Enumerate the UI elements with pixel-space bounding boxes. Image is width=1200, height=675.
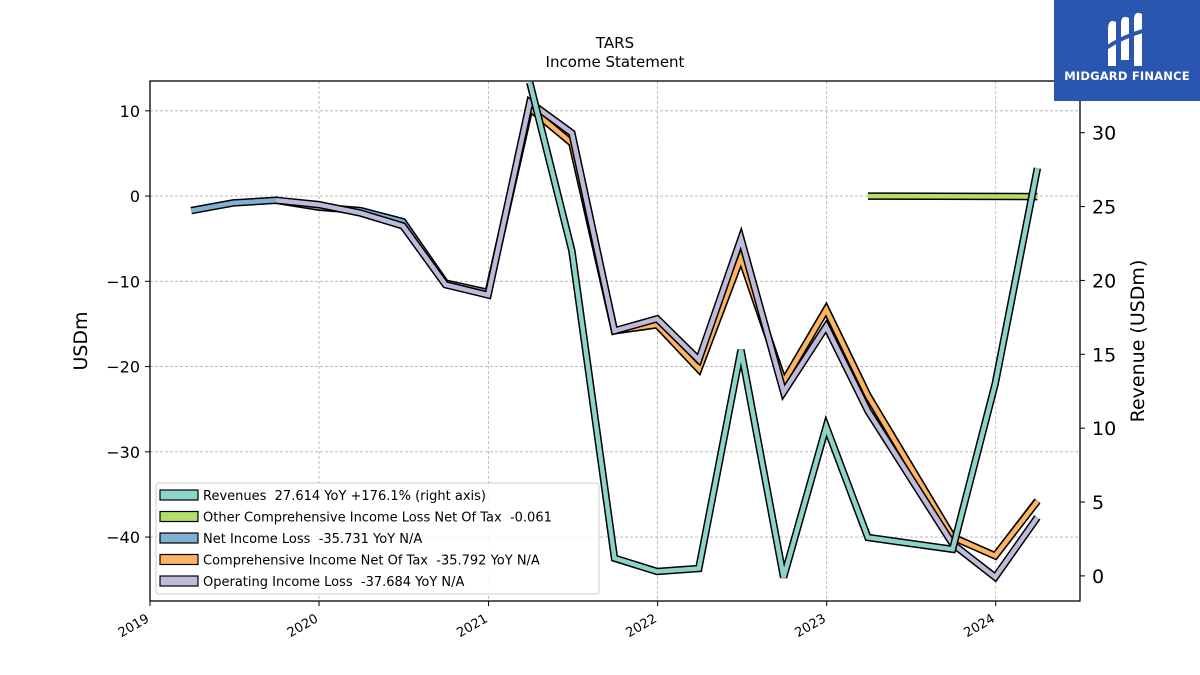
plot-frame — [149, 80, 1081, 602]
legend-swatch — [159, 510, 199, 523]
y-axis-label: USDm — [70, 311, 92, 370]
x-tick-label: 2023 — [792, 611, 828, 641]
chart-title: TARS — [595, 34, 634, 52]
legend-swatch — [159, 575, 199, 587]
chart-subtitle: Income Statement — [546, 53, 685, 71]
y-tick-label: 10 — [120, 102, 140, 121]
logo-text: MIDGARD FINANCE — [1064, 69, 1190, 83]
legend-label: Comprehensive Income Net Of Tax -35.792 … — [203, 554, 540, 569]
y-tick-label: 0 — [130, 187, 140, 206]
legend-swatch — [159, 489, 199, 501]
legend-frame — [155, 482, 600, 595]
brand-logo: MIDGARD FINANCE — [1054, 0, 1200, 101]
legend-label: Operating Income Loss -37.684 YoY N/A — [203, 575, 465, 590]
y-axis-right-label: Revenue (USDm) — [1127, 260, 1149, 423]
series-layer — [190, 81, 1042, 583]
y-right-tick-label: 0 — [1092, 566, 1104, 588]
logo-mark-icon — [1104, 12, 1147, 66]
legend-swatch — [159, 553, 199, 566]
x-tick-label: 2020 — [285, 611, 321, 641]
y-tick-label: −10 — [106, 272, 140, 291]
series-stroke — [867, 193, 1038, 199]
series-1-line — [867, 192, 1038, 201]
legend-label: Net Income Loss -35.731 YoY N/A — [203, 532, 422, 547]
x-tick-label: 2021 — [454, 611, 490, 641]
y-right-tick-label: 5 — [1092, 492, 1104, 514]
series-stroke — [275, 98, 1040, 581]
series-4-line — [275, 95, 1041, 583]
legend-swatch — [159, 532, 199, 544]
legend-label: Revenues 27.614 YoY +176.1% (right axis) — [203, 489, 486, 504]
y-right-tick-label: 15 — [1092, 344, 1116, 366]
x-tick-label: 2022 — [623, 611, 659, 641]
y-right-tick-label: 30 — [1092, 123, 1116, 145]
y-tick-label: −40 — [106, 528, 140, 547]
y-tick-label: −20 — [106, 358, 140, 377]
legend: Revenues 27.614 YoY +176.1% (right axis)… — [155, 482, 600, 595]
y-right-tick-label: 20 — [1092, 270, 1116, 292]
legend-label: Other Comprehensive Income Loss Net Of T… — [203, 511, 552, 526]
y-tick-label: −30 — [106, 443, 140, 462]
series-0-line — [526, 81, 1042, 579]
x-tick-label: 2019 — [116, 611, 152, 641]
x-tick-label: 2024 — [962, 611, 998, 641]
series-stroke — [527, 81, 1040, 579]
y-right-tick-label: 25 — [1092, 197, 1116, 219]
y-right-tick-label: 10 — [1092, 418, 1116, 440]
